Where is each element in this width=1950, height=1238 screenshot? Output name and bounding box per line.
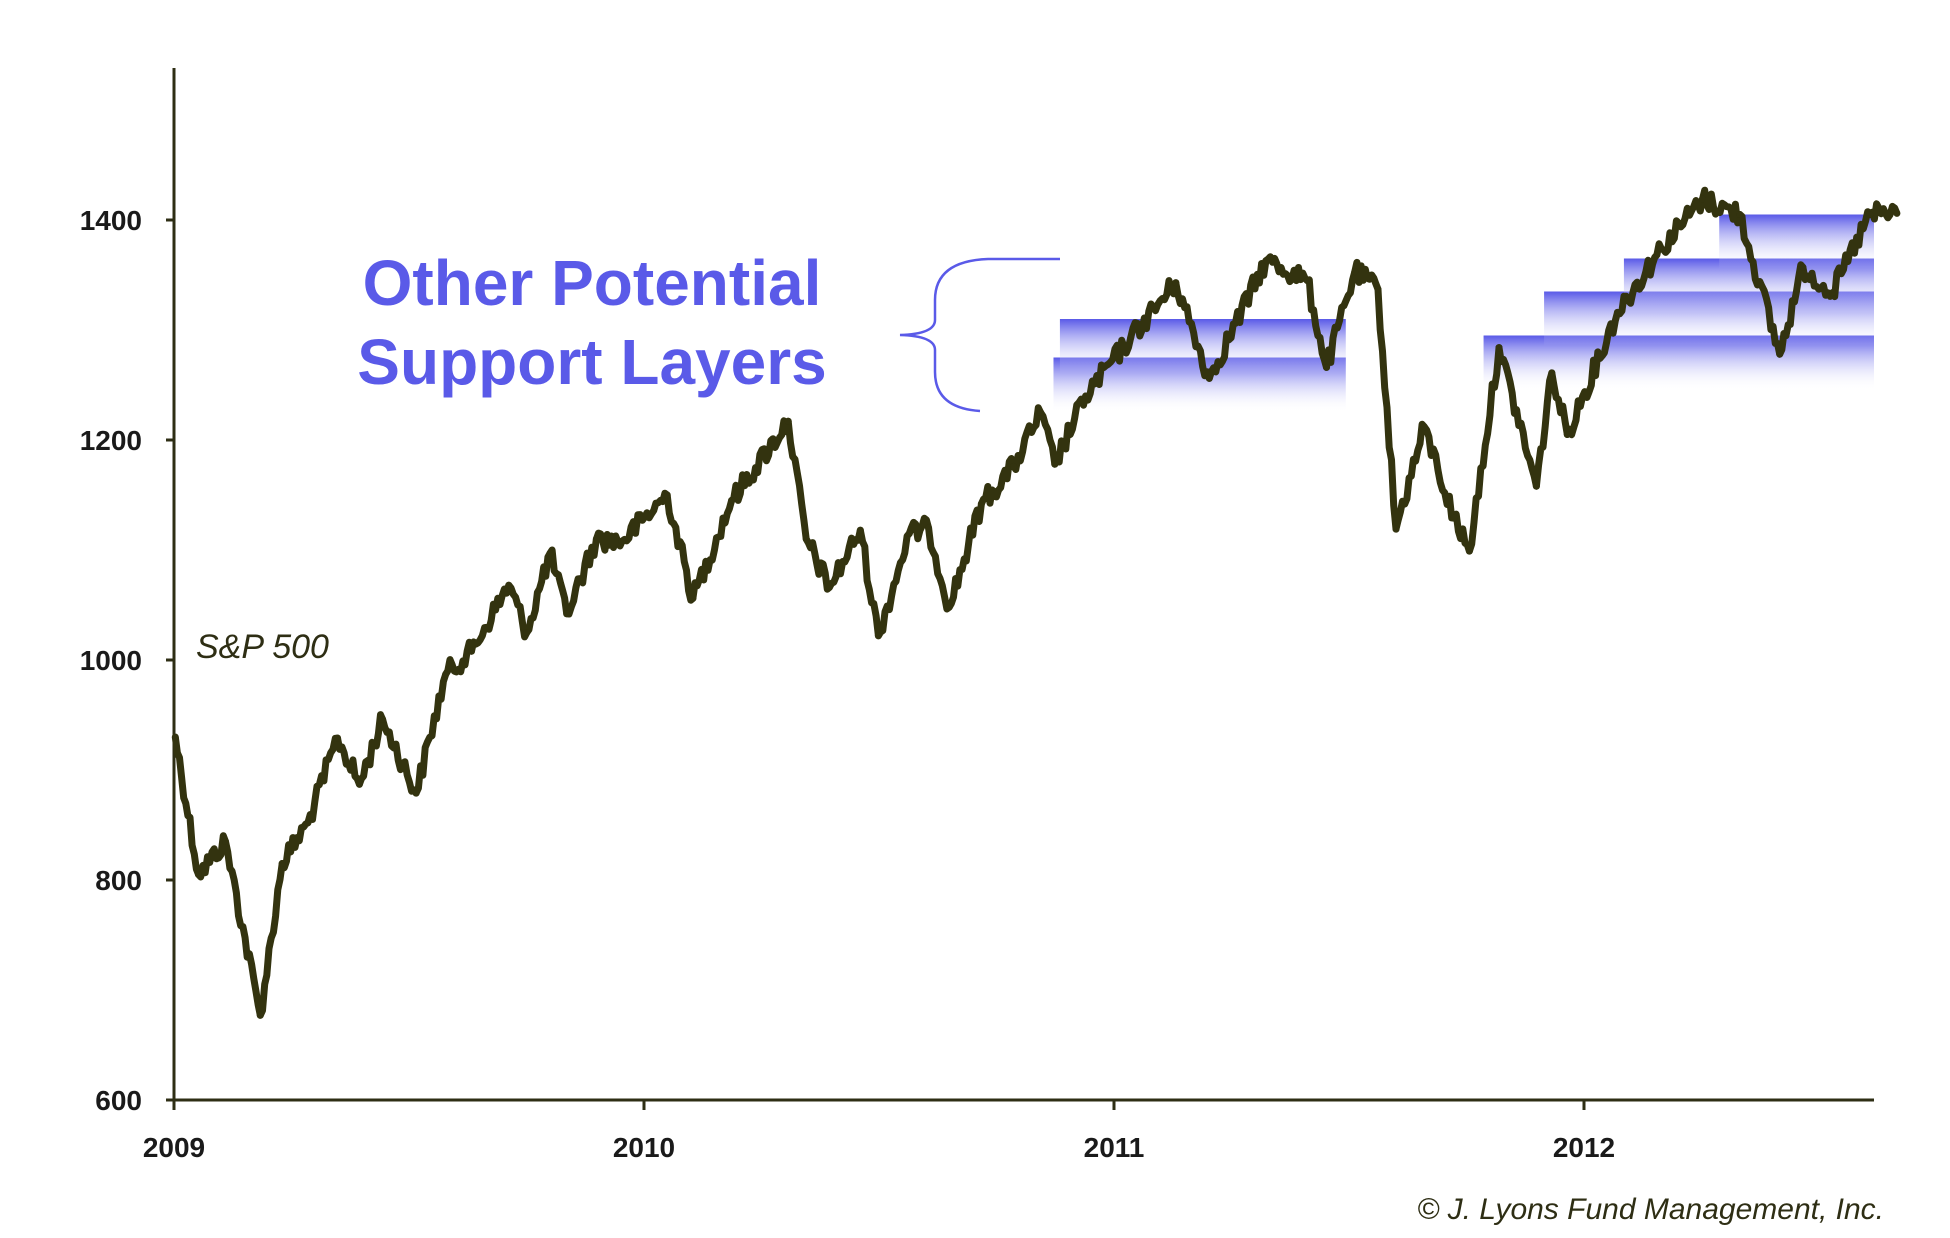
data-point [1010,462,1018,470]
data-point [784,417,792,425]
data-point [1799,263,1807,271]
series-label: S&P 500 [196,628,329,666]
series-line-sp500 [171,186,1901,1019]
data-point [592,535,600,543]
data-point [1698,195,1706,203]
data-point [1613,308,1621,316]
data-point [1548,369,1556,377]
data-point [1657,245,1665,253]
data-point [1082,392,1090,400]
data-point [194,871,202,878]
data-point [1051,460,1059,468]
data-point [256,1011,264,1019]
data-point [355,780,363,788]
data-point [222,838,230,845]
tick-labels: 600 800 1000 1200 1400 2009 2010 2011 2012 [80,205,1615,1163]
data-point [1532,482,1540,490]
x-tick-label: 2012 [1553,1132,1615,1163]
y-tick-label: 1000 [80,645,142,676]
x-tick-label: 2009 [143,1132,205,1163]
data-point [278,860,286,867]
data-point [1893,209,1901,217]
axes [172,68,1874,1102]
data-point [1351,268,1359,276]
data-point [523,629,531,636]
data-point [802,535,810,543]
y-tick-label: 600 [95,1085,142,1116]
data-point [905,530,913,537]
annotation-line-1: Other Potential [363,247,822,319]
annotation-line-2: Support Layers [357,326,826,398]
data-point [1205,374,1213,382]
data-point [467,647,475,655]
data-point [663,491,671,499]
series-group [171,186,1901,1019]
data-point [1374,285,1382,293]
annotation-brace [899,257,1060,413]
data-point [304,819,312,827]
data-point [1736,211,1744,218]
data-point [1563,431,1571,438]
y-tick-label: 1200 [80,425,142,456]
x-tick-label: 2011 [1084,1132,1145,1163]
data-point [1495,344,1503,352]
data-point [689,594,697,602]
data-point [546,549,554,557]
data-point [1127,334,1135,342]
data-point [505,581,513,589]
data-point [1866,211,1874,218]
x-tick-label: 2010 [613,1132,675,1163]
data-point [1420,423,1428,431]
data-point [1465,547,1473,555]
data-point [1303,277,1311,284]
y-tick-label: 1400 [80,205,142,236]
data-point [1322,363,1330,371]
support-layers [1053,214,1874,413]
data-point [412,789,420,797]
data-point [1829,289,1837,297]
data-point [563,610,571,618]
data-point [1172,279,1180,287]
annotation: Other Potential Support Layers [357,247,1060,413]
data-point [977,500,985,508]
copyright: © J. Lyons Fund Management, Inc. [1417,1193,1884,1226]
data-point [442,670,450,678]
data-point [925,524,933,532]
data-point [856,526,864,534]
data-point [1392,525,1400,533]
data-point [334,734,342,742]
data-point [874,632,882,640]
data-point [1262,257,1270,265]
data-point [379,715,387,723]
y-tick-label: 800 [95,865,142,896]
data-point [1037,409,1045,416]
data-point [171,733,179,741]
data-point [1450,514,1458,522]
data-point [618,537,626,545]
data-point [825,583,833,591]
data-point [728,497,736,504]
data-point [1776,350,1784,358]
data-point [945,603,953,611]
